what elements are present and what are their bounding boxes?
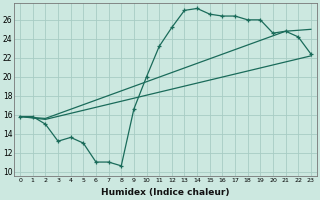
- X-axis label: Humidex (Indice chaleur): Humidex (Indice chaleur): [101, 188, 230, 197]
